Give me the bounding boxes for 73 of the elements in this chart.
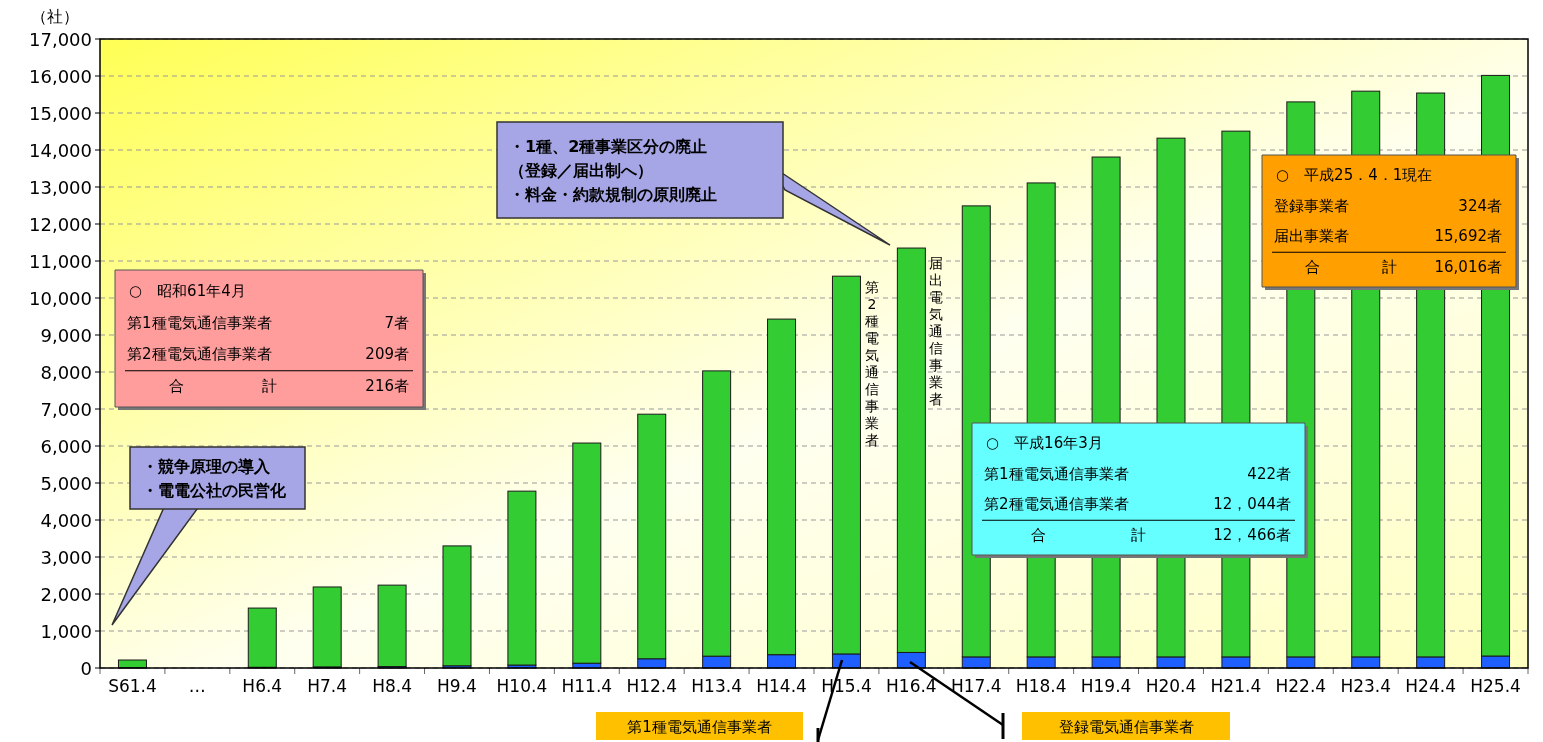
y-tick-label: 2,000 (40, 583, 92, 605)
annotation: ○ 平成25．4．1現在 (1276, 165, 1433, 184)
y-tick-label: 0 (80, 657, 92, 679)
text: 第2種電気通信事業者 (865, 279, 879, 448)
annotation: ・1種、2種事業区分の廃止 (509, 136, 708, 156)
y-tick-label: 7,000 (40, 398, 92, 420)
x-tick-label: H24.4 (1405, 676, 1456, 696)
x-tick-label: H20.4 (1145, 676, 1197, 696)
x-tick-label: H12.4 (626, 676, 678, 696)
annotation: （登録／届出制へ） (509, 160, 653, 180)
x-tick-label: H8.4 (372, 676, 412, 696)
text: 登録電気通信事業者 (1058, 718, 1194, 736)
annotation: 第1種電気通信事業者 (984, 464, 1129, 483)
annotation: 第2種電気通信事業者 (127, 345, 272, 364)
x-tick-label: … (188, 676, 206, 696)
y-axis-title: （社） (31, 7, 79, 26)
x-tick-label: H16.4 (886, 676, 937, 696)
y-tick-label: 4,000 (40, 509, 92, 531)
annotation: 12，044者 (1213, 495, 1291, 514)
x-tick-label: H17.4 (950, 676, 1002, 696)
annotation: 15,692者 (1434, 227, 1502, 246)
annotation: 216者 (365, 377, 409, 396)
annotation: 16,016者 (1434, 258, 1502, 277)
x-tick-label: S61.4 (108, 676, 157, 696)
annotation: 7者 (384, 313, 409, 332)
annotation: 登録事業者 (1274, 196, 1349, 215)
annotation: 12，466者 (1213, 526, 1291, 545)
x-tick-label: H22.4 (1275, 676, 1327, 696)
y-tick-label: 5,000 (40, 472, 92, 494)
annotation: 合 (1031, 526, 1047, 545)
y-tick-label: 17,000 (29, 28, 92, 50)
y-tick-label: 6,000 (40, 435, 92, 457)
annotation: 計 (261, 377, 277, 396)
annotation: 第1種電気通信事業者 (127, 313, 272, 332)
annotation: ・料金・約款規制の原則廃止 (509, 184, 717, 204)
y-tick-label: 3,000 (40, 546, 92, 568)
annotation: ・電電公社の民営化 (142, 480, 287, 500)
annotation: ○ 昭和61年4月 (129, 281, 246, 300)
annotation: 324者 (1458, 196, 1502, 215)
x-tick-label: H6.4 (242, 676, 283, 696)
x-tick-label: H18.4 (1015, 676, 1067, 696)
x-tick-label: H25.4 (1470, 676, 1521, 696)
annotation: 422者 (1247, 464, 1291, 483)
y-tick-label: 1,000 (40, 620, 92, 642)
annotation: ・競争原理の導入 (142, 456, 271, 476)
x-tick-label: H9.4 (437, 676, 477, 696)
x-tick-label: H13.4 (691, 676, 742, 696)
y-tick-label: 11,000 (29, 250, 92, 272)
annotation: ○ 平成16年3月 (986, 433, 1103, 452)
y-tick-label: 9,000 (40, 324, 92, 346)
y-tick-label: 14,000 (29, 139, 92, 161)
x-tick-label: H23.4 (1340, 676, 1392, 696)
annotation: 計 (1381, 258, 1397, 277)
annotation: 第2種電気通信事業者 (984, 495, 1129, 514)
y-tick-label: 13,000 (29, 176, 92, 198)
text: 届出電気通信事業者 (929, 255, 943, 407)
y-tick-label: 10,000 (29, 287, 92, 309)
annotation: 209者 (365, 345, 409, 364)
annotation: 計 (1131, 526, 1146, 545)
x-tick-label: H21.4 (1210, 676, 1262, 696)
y-tick-label: 12,000 (29, 213, 92, 235)
text: 第1種電気通信事業者 (627, 718, 772, 736)
x-tick-label: H14.4 (756, 676, 807, 696)
x-tick-label: H11.4 (561, 676, 613, 696)
x-tick-label: H19.4 (1080, 676, 1132, 696)
x-tick-label: H7.4 (307, 676, 348, 696)
y-tick-label: 15,000 (29, 102, 92, 124)
x-tick-label: H10.4 (496, 676, 548, 696)
annotation: 合 (1305, 258, 1321, 277)
y-tick-label: 16,000 (29, 65, 92, 87)
annotation: 合 (169, 377, 185, 396)
annotation: 届出事業者 (1274, 227, 1349, 246)
y-tick-label: 8,000 (40, 361, 92, 383)
